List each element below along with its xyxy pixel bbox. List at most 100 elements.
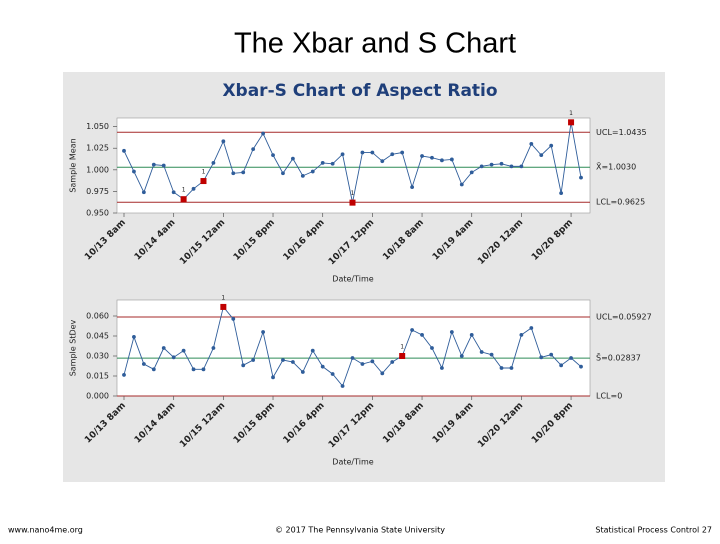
footer-center: © 2017 The Pennsylvania State University [275,526,445,535]
data-point [509,366,514,370]
plot-area [116,299,591,397]
data-point [251,147,256,151]
data-point [340,384,345,388]
data-point [141,362,146,366]
y-tick-label: 0.060 [86,312,109,321]
control-line-label: X̄=1.0030 [596,161,636,171]
data-point [261,330,265,334]
flag-label: 1 [182,187,186,194]
data-point [231,171,236,176]
y-tick-label: 0.045 [86,332,109,341]
flagged-point [399,353,406,359]
data-point [549,352,554,357]
data-point [161,346,166,350]
data-point [539,153,544,158]
control-line-label: UCL=1.0435 [596,128,647,137]
slide-title: The Xbar and S Chart [234,28,516,60]
data-point [380,159,385,164]
data-point [310,348,315,353]
data-point [310,169,315,174]
data-point [320,364,325,369]
footer-right: Statistical Process Control 27 [595,526,712,535]
flag-label: 1 [202,169,206,176]
data-point [300,370,305,374]
flag-label: 1 [400,344,404,351]
flagged-point [349,199,356,206]
data-point [519,164,524,169]
data-point [211,346,216,350]
data-point [330,161,335,166]
data-point [559,191,564,196]
data-point [360,362,365,366]
data-point [191,186,196,191]
data-point [201,367,206,372]
data-point [449,157,454,162]
data-point [390,360,395,364]
control-line-label: UCL=0.05927 [596,312,652,321]
data-point [171,355,176,360]
data-point [569,356,573,360]
y-tick-label: 0.000 [86,392,109,401]
data-point [440,158,444,163]
data-point [330,372,335,376]
data-point [459,182,464,187]
data-point [300,173,305,178]
data-point [122,373,126,377]
data-point [499,366,504,370]
flag-label: 1 [351,190,355,197]
data-point [290,360,295,364]
data-point [231,317,236,321]
data-point [132,335,136,339]
data-point [559,363,564,368]
data-point [440,366,444,370]
y-tick-label: 1.050 [86,122,109,131]
flag-label: 1 [221,294,225,301]
data-point [410,328,415,332]
control-line-label: LCL=0.9625 [596,198,645,207]
data-point [499,161,504,166]
y-axis-label: Sample StDev [69,319,78,376]
data-point [191,367,196,372]
data-point [141,190,146,195]
data-point [509,164,514,169]
data-point [459,354,464,358]
y-axis-label: Sample Mean [69,138,78,192]
data-point [340,152,345,157]
chart-title: Xbar-S Chart of Aspect Ratio [222,81,497,101]
data-point [529,326,534,330]
data-point [529,142,534,146]
data-point [370,359,375,364]
data-point [271,375,275,380]
data-point [489,162,494,167]
data-point [519,333,524,337]
data-point [370,150,375,155]
x-axis-label: Date/Time [332,275,373,284]
data-point [430,346,434,350]
y-tick-label: 1.025 [86,144,109,153]
flag-label: 1 [569,110,573,117]
data-point [181,348,186,353]
data-point [171,190,176,195]
data-point [549,143,554,148]
y-tick-label: 1.000 [86,165,109,174]
data-point [579,175,583,180]
data-point [290,156,295,161]
flagged-point [568,119,575,126]
data-point [479,164,484,169]
data-point [271,153,275,158]
y-tick-label: 0.030 [86,352,109,361]
data-point [380,371,385,376]
data-point [430,155,434,160]
data-point [261,131,265,136]
data-point [281,171,285,176]
data-point [420,154,424,158]
flagged-point [220,303,227,310]
data-point [122,148,126,153]
data-point [241,170,246,175]
x-axis-label: Date/Time [332,458,373,467]
y-tick-label: 0.950 [86,209,109,218]
data-point [320,161,325,165]
data-point [151,367,156,372]
